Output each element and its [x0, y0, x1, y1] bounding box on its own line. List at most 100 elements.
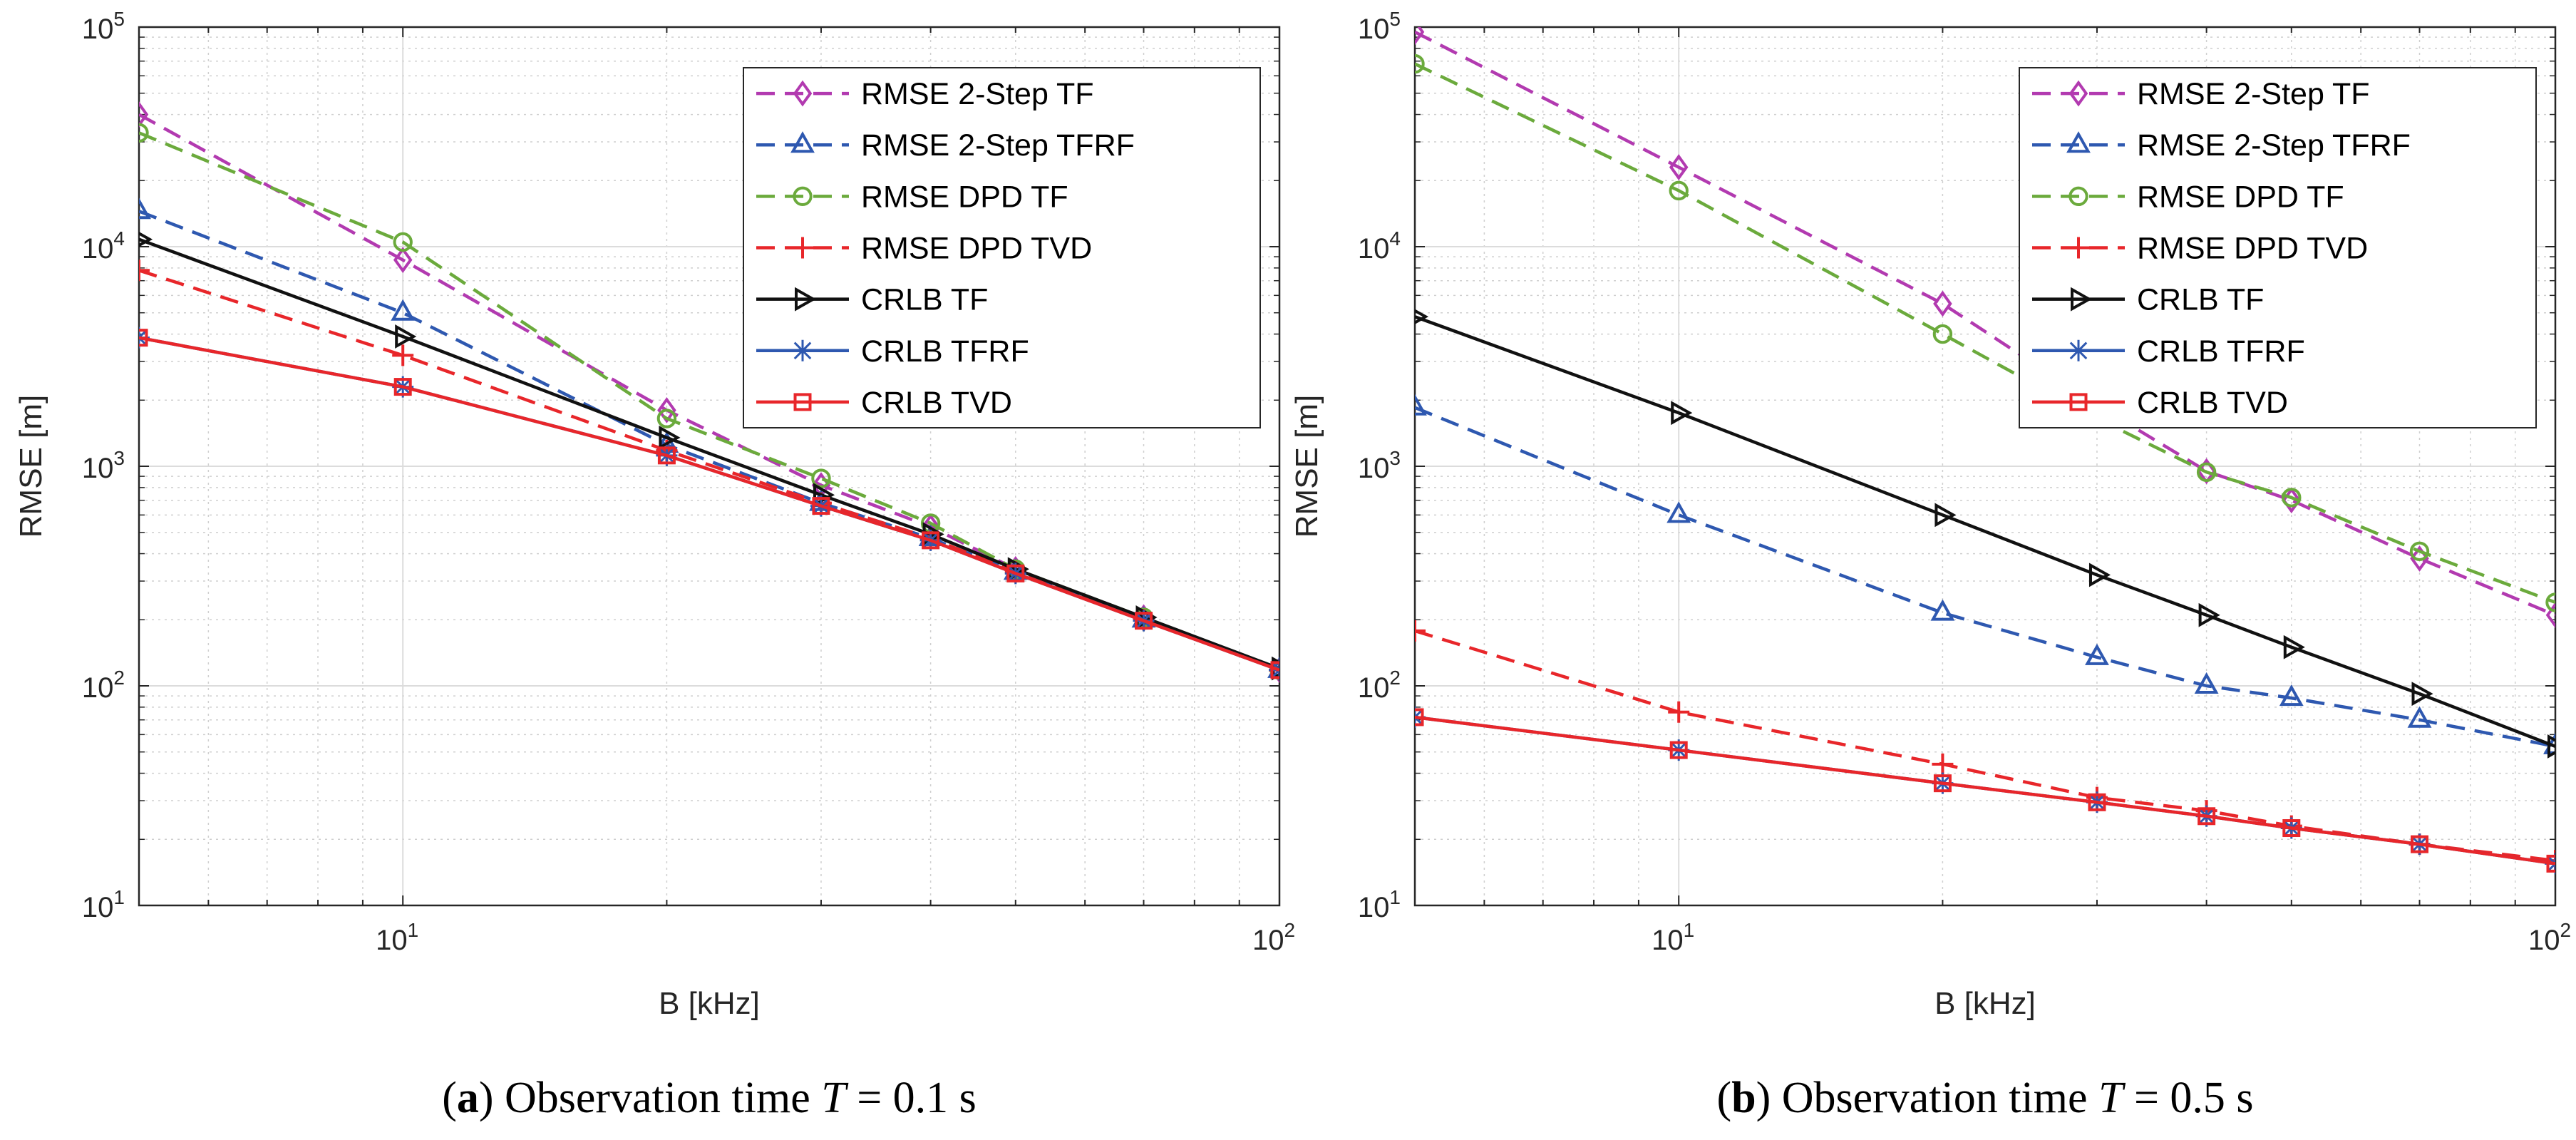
y-tick-label: 103: [1358, 447, 1401, 484]
data-point: [2411, 835, 2429, 853]
data-point: [392, 344, 414, 366]
figure-caption: (b) Observation time T = 0.5 s: [1716, 1074, 2253, 1122]
data-point: [1932, 324, 1953, 344]
x-tick-label: 101: [376, 919, 418, 956]
series-line: [139, 113, 1279, 672]
legend-label: RMSE DPD TF: [861, 180, 1068, 214]
data-point: [1669, 741, 1688, 759]
legend-marker: [792, 237, 813, 259]
data-point: [1415, 53, 1425, 74]
data-point: [1666, 501, 1691, 523]
legend-label: RMSE DPD TVD: [861, 232, 1092, 266]
legend-label: RMSE 2-Step TF: [861, 77, 1094, 111]
legend-marker: [2068, 339, 2089, 361]
data-point: [139, 101, 149, 128]
legend-label: CRLB TVD: [2137, 386, 2288, 420]
data-point: [1415, 309, 1429, 324]
legend-marker: [793, 186, 813, 207]
y-tick-label: 102: [82, 667, 125, 704]
legend-item: CRLB TFRF: [2032, 334, 2305, 369]
legend-marker: [2068, 237, 2089, 259]
legend-item: RMSE DPD TF: [2032, 180, 2344, 214]
series-line: [1415, 315, 2555, 749]
x-tick-label: 101: [1652, 919, 1694, 956]
data-point: [812, 497, 830, 515]
legend-marker: [2066, 131, 2091, 153]
x-axis-label: B [kHz]: [659, 986, 760, 1021]
data-point: [1671, 401, 1693, 426]
tick-marks: [138, 26, 1279, 906]
data-point: [2410, 545, 2429, 572]
legend-item: RMSE 2-Step TF: [2032, 77, 2370, 111]
legend-marker: [2068, 80, 2088, 107]
data-point: [656, 409, 677, 428]
data-point: [1669, 154, 1689, 181]
data-point: [393, 232, 413, 252]
data-point: [1415, 620, 1426, 642]
figure-caption: (a) Observation time T = 0.1 s: [442, 1074, 977, 1122]
data-point: [1006, 564, 1025, 582]
data-point: [139, 329, 148, 347]
legend-item: RMSE DPD TVD: [2032, 232, 2368, 266]
series-crlb-tvd: [1415, 708, 2555, 873]
y-tick-label: 104: [82, 227, 125, 265]
legend-item: CRLB TF: [756, 283, 988, 317]
data-point: [1933, 774, 1952, 793]
data-point: [2196, 462, 2217, 482]
tick-marks: [1414, 26, 2555, 906]
data-point: [2411, 682, 2433, 707]
data-point: [2198, 807, 2216, 826]
series-line: [139, 237, 1279, 670]
legend-marker: [2069, 393, 2088, 411]
legend: RMSE 2-Step TF RMSE 2-Step TFRF RMSE DPD T…: [743, 67, 1261, 428]
data-point: [1415, 394, 1427, 416]
data-point: [1415, 708, 1424, 726]
series-line: [1415, 30, 2555, 617]
data-point: [2407, 706, 2432, 728]
data-point: [1415, 27, 1425, 46]
y-tick-label: 105: [82, 8, 125, 45]
data-point: [1932, 753, 1954, 775]
legend-label: RMSE 2-Step TFRF: [2137, 128, 2411, 163]
data-point: [2282, 819, 2301, 838]
data-point: [2198, 602, 2220, 627]
y-tick-label: 101: [82, 886, 125, 923]
data-point: [1934, 503, 1957, 528]
legend-item: RMSE 2-Step TF: [756, 77, 1094, 111]
legend-label: RMSE DPD TVD: [2137, 232, 2368, 266]
legend-item: CRLB TFRF: [756, 334, 1029, 369]
data-point: [2085, 643, 2109, 665]
data-point: [657, 396, 676, 423]
data-point: [139, 231, 153, 247]
x-tick-label: 102: [2528, 919, 2571, 956]
legend-label: CRLB TF: [2137, 283, 2264, 317]
data-point: [395, 324, 417, 349]
legend-marker: [790, 131, 815, 153]
data-point: [2546, 854, 2555, 873]
data-point: [2194, 672, 2219, 694]
y-tick-label: 102: [1358, 667, 1401, 704]
legend-item: CRLB TVD: [2032, 386, 2288, 420]
legend-label: CRLB TVD: [861, 386, 1012, 420]
chart-panel-a: 101 102 103 104 105 101 102 B [kHz] RMSE [m] RMSE…: [14, 8, 1295, 1122]
legend-label: RMSE DPD TF: [2137, 180, 2344, 214]
legend-marker: [793, 393, 812, 411]
data-point: [2279, 684, 2304, 707]
data-point: [811, 468, 831, 488]
series-line: [1415, 62, 2555, 605]
data-point: [393, 378, 412, 396]
legend-item: CRLB TF: [2032, 283, 2264, 317]
data-point: [139, 197, 151, 220]
legend-marker: [793, 80, 813, 107]
data-point: [391, 299, 416, 321]
y-tick-label: 105: [1358, 8, 1401, 45]
data-point: [2282, 488, 2302, 508]
y-axis-label: RMSE [m]: [1289, 395, 1324, 538]
data-point: [2283, 635, 2305, 659]
data-point: [393, 247, 413, 274]
data-point: [1135, 612, 1153, 630]
legend-marker: [2071, 287, 2093, 312]
series-crlb-tvd: [139, 329, 1279, 679]
data-point: [659, 425, 681, 450]
